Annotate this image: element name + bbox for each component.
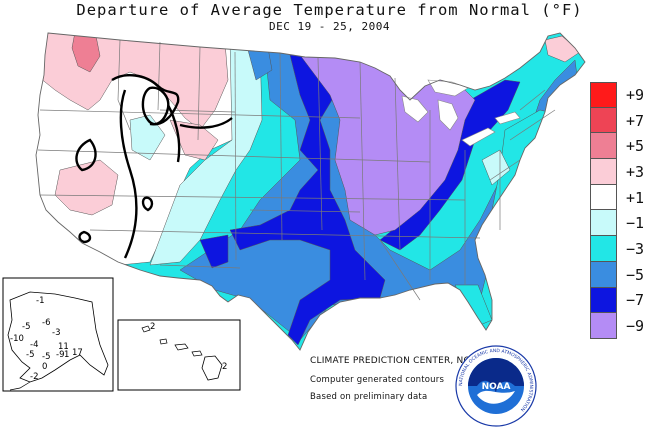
credit-contours: Computer generated contours: [310, 375, 445, 385]
alaska-label: -10: [10, 334, 24, 344]
legend-label: +3: [626, 162, 645, 181]
legend-item: +7: [590, 107, 659, 134]
map-title: Departure of Average Temperature from No…: [76, 1, 583, 19]
legend-swatch: [590, 107, 617, 134]
state-border: [39, 194, 466, 201]
alaska-label: -3: [52, 328, 61, 338]
state-border: [157, 41, 161, 111]
alaska-label: -2: [30, 372, 39, 382]
legend-item: −5: [590, 261, 659, 288]
state-border: [89, 229, 481, 239]
state-borders: [37, 39, 556, 301]
hawaii-inset: [117, 319, 241, 391]
legend-label: +7: [626, 111, 645, 130]
noaa-logo-text: NOAA: [482, 382, 511, 392]
legend-label: +9: [626, 85, 645, 104]
region-minus-1-east: [481, 149, 511, 186]
legend-label: −7: [626, 291, 645, 310]
credit-data-note: Based on preliminary data: [310, 392, 428, 402]
state-border: [37, 149, 431, 163]
alaska-label: -6: [42, 318, 51, 328]
credit-center: CLIMATE PREDICTION CENTER, NOAA: [310, 356, 484, 366]
region-plus-3-mid: [169, 119, 219, 161]
legend-item: +9: [590, 82, 659, 108]
great-lakes: [401, 79, 521, 147]
alaska-label: -1: [36, 296, 45, 306]
state-border: [489, 159, 521, 181]
alaska-label: -5: [22, 322, 31, 332]
region-minus-1: [149, 39, 263, 266]
legend-item: −9: [590, 313, 659, 339]
state-border: [159, 109, 236, 113]
legend-label: +5: [626, 137, 645, 156]
alaska-label: -5: [26, 350, 35, 360]
legend-swatch: [590, 159, 617, 185]
state-border: [279, 52, 283, 241]
legend-label: +1: [626, 188, 645, 207]
legend-label: −1: [626, 214, 645, 233]
legend-item: −1: [590, 210, 659, 237]
alaska-label: 0: [42, 362, 48, 372]
legend-label: −3: [626, 239, 645, 258]
region-minus-7: [229, 54, 386, 346]
state-border: [509, 109, 556, 141]
legend-swatch: [590, 236, 617, 262]
state-border: [39, 109, 361, 119]
legend-swatch: [590, 287, 617, 314]
state-border: [317, 57, 323, 231]
legend-item: +1: [590, 184, 659, 211]
legend-swatch: [590, 133, 617, 160]
state-border: [359, 61, 366, 281]
hawaii-label: 2: [150, 322, 156, 332]
legend-swatch: [590, 82, 617, 108]
state-border: [197, 46, 201, 141]
legend-item: +5: [590, 133, 659, 160]
alaska-label: 17: [72, 348, 83, 358]
state-border: [394, 77, 401, 251]
legend-label: −5: [626, 265, 645, 284]
hawaii-label: 2: [222, 362, 228, 372]
state-border: [519, 89, 546, 111]
legend-item: −3: [590, 236, 659, 262]
region-minus-7-sw: [199, 234, 229, 269]
state-border: [379, 239, 421, 301]
region-plus-3-sw: [54, 159, 119, 216]
alaska-label: -5: [42, 352, 51, 362]
legend-swatch: [590, 210, 617, 237]
alaska-label: 1: [64, 350, 70, 360]
noaa-logo: NOAA NATIONAL OCEANIC AND ATMOSPHERIC AD…: [455, 345, 537, 427]
state-border: [117, 39, 131, 131]
region-plus-3-ne: [544, 35, 581, 63]
legend-label: −9: [626, 317, 645, 336]
alaska-label: -9: [56, 350, 65, 360]
date-range: DEC 19 - 25, 2004: [268, 20, 391, 33]
alaska-label: -4: [30, 340, 39, 350]
alaska-label: 11: [58, 342, 69, 352]
legend-item: −7: [590, 287, 659, 314]
legend-swatch: [590, 261, 617, 288]
alaska-inset: [2, 277, 114, 392]
legend-swatch: [590, 184, 617, 211]
state-border: [159, 264, 241, 269]
state-border: [249, 209, 361, 213]
legend-swatch: [590, 313, 617, 339]
zero-contour-lines: [75, 74, 233, 259]
legend-item: +3: [590, 159, 659, 185]
color-legend: +9 +7 +5 +3 +1 −1 −3 −5 −7 −9: [590, 82, 659, 339]
